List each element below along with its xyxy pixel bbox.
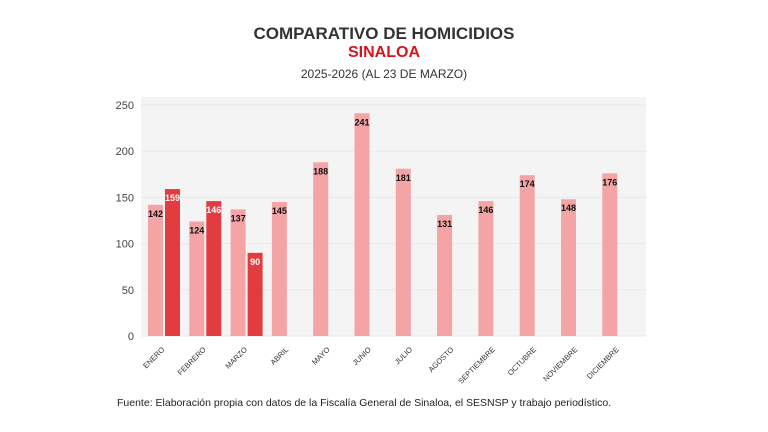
data-label: 146 [478,205,493,215]
bar [437,214,453,336]
x-tick-label: ABRIL [269,345,291,367]
bar [313,162,329,336]
data-label: 90 [250,257,260,267]
data-label: 174 [520,179,535,189]
data-label: 176 [602,177,617,187]
bar [561,199,576,336]
data-label: 188 [313,166,328,176]
bar [165,189,180,336]
bar [206,201,222,336]
data-label: 124 [189,225,204,235]
data-label: 146 [206,205,221,215]
bar [395,168,411,336]
chart-subtitle: SINALOA [348,44,420,61]
x-tick-label: NOVIEMBRE [541,345,579,383]
bar [189,221,205,336]
data-label: 159 [165,193,180,203]
y-tick-label: 200 [116,146,134,158]
data-label: 145 [272,206,287,216]
x-tick-label: JULIO [393,345,415,367]
x-tick-label: JUNIO [351,345,373,367]
x-tick-label: FEBRERO [176,345,208,377]
bar [354,113,370,336]
bar [230,209,246,336]
x-tick-label: AGOSTO [427,345,456,374]
x-tick-label: SEPTIEMBRE [456,345,497,386]
x-tick-label: MAYO [310,345,332,367]
y-tick-label: 250 [116,100,134,112]
x-tick-label: DICIEMBRE [585,345,621,381]
y-tick-label: 50 [122,285,134,297]
x-tick-label: OCTUBRE [506,345,538,377]
data-label: 148 [561,203,576,213]
y-tick-label: 150 [116,192,134,204]
chart-period: 2025-2026 (AL 23 DE MARZO) [300,67,468,81]
bar [478,201,494,336]
y-tick-label: 0 [128,331,134,343]
y-tick-label: 100 [116,239,134,251]
x-tick-label: ENERO [141,345,166,370]
bar [519,175,535,336]
data-label: 131 [437,219,452,229]
bar [148,204,163,336]
bar [247,252,263,336]
data-label: 142 [148,209,163,219]
data-label: 137 [231,213,246,223]
data-label: 241 [354,117,369,127]
x-tick-label: MARZO [223,345,249,371]
bar [271,202,287,336]
source-note: Fuente: Elaboración propia con datos de … [117,397,612,409]
data-label: 181 [396,173,411,183]
bar [602,173,618,336]
chart-title: COMPARATIVO DE HOMICIDIOS [253,24,515,43]
